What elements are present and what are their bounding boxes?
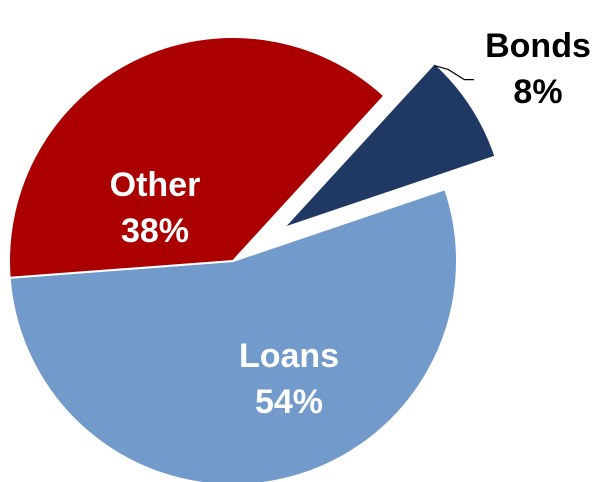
- slice-value-label-other: 38%: [121, 212, 189, 250]
- slice-value-label-bonds: 8%: [513, 73, 562, 111]
- pie-slice-bonds: [282, 62, 497, 230]
- slice-label-bonds: Bonds: [485, 27, 591, 65]
- leader-lines-layer: [434, 65, 474, 81]
- pie-slice-loans: [8, 188, 458, 482]
- slice-labels-layer: Bonds 8% Loans 54% Other 38%: [110, 27, 591, 421]
- pie-slice-other: [8, 36, 386, 279]
- slice-label-other: Other: [110, 166, 201, 204]
- slice-value-label-loans: 54%: [255, 383, 323, 421]
- slice-label-loans: Loans: [239, 337, 339, 375]
- slices-layer: [8, 36, 497, 482]
- leader-line-bonds: [434, 65, 474, 81]
